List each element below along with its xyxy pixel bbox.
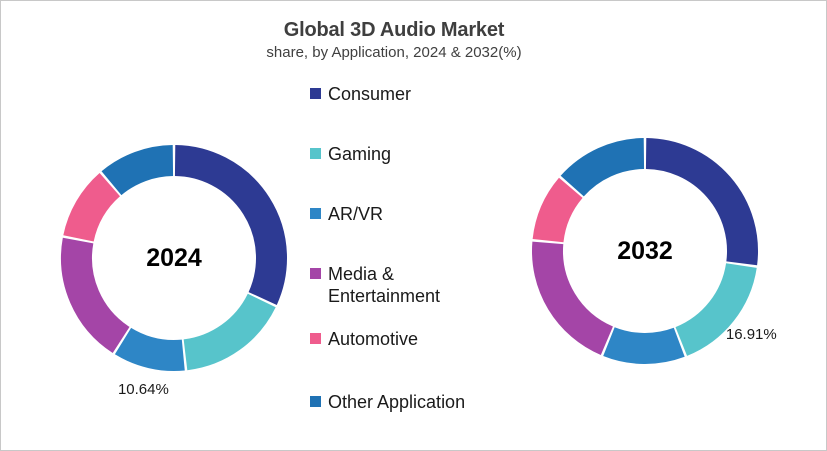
donut-segment-media-entertainment (532, 241, 614, 356)
donut-svg-2032: 16.91% (532, 138, 777, 364)
legend-item-gaming: Gaming (310, 143, 490, 165)
donut-svg-2024: 10.64% (61, 145, 287, 398)
donut-segment-media-entertainment (61, 237, 130, 353)
data-label-ar-vr: 10.64% (118, 381, 169, 398)
legend-item-consumer: Consumer (310, 83, 490, 105)
legend-swatch-other-application-icon (310, 396, 321, 407)
legend-swatch-ar-vr-icon (310, 208, 321, 219)
donut-segment-ar-vr (603, 326, 685, 364)
legend-item-ar-vr: AR/VR (310, 203, 490, 225)
legend-item-media-entertainment: Media & Entertainment (310, 263, 490, 307)
donut-segment-gaming (183, 293, 276, 371)
legend-swatch-gaming-icon (310, 148, 321, 159)
data-label-gaming: 16.91% (726, 326, 777, 343)
donut-chart-2032: 16.91% 2032 (505, 121, 785, 421)
donut-chart-2024: 10.64% 2024 (34, 128, 314, 428)
chart-legend: Consumer Gaming AR/VR Media & Entertainm… (310, 83, 490, 450)
donut-center-label-2032: 2032 (617, 237, 673, 265)
legend-label-automotive: Automotive (328, 329, 419, 349)
donut-segment-other-application (560, 138, 645, 197)
legend-swatch-consumer-icon (310, 88, 321, 99)
legend-label-consumer: Consumer (328, 84, 412, 104)
donut-segment-automotive (532, 177, 583, 243)
chart-title: Global 3D Audio Market (283, 19, 505, 41)
legend-item-automotive: Automotive (310, 328, 490, 350)
legend-label-media-entertainment: Media & Entertainment (328, 264, 441, 306)
donut-segment-ar-vr (114, 327, 185, 371)
donut-segment-consumer (645, 138, 758, 266)
chart-header: Global 3D Audio Market share, by Applica… (1, 17, 787, 63)
donut-segment-consumer (174, 145, 287, 305)
donut-segment-automotive (63, 172, 121, 243)
legend-label-ar-vr: AR/VR (328, 204, 384, 224)
legend-label-other-application: Other Application (328, 392, 466, 412)
legend-swatch-media-entertainment-icon (310, 268, 321, 279)
donut-segment-other-application (101, 145, 174, 196)
legend-label-gaming: Gaming (328, 144, 392, 164)
donut-segment-gaming (675, 262, 757, 356)
donut-center-label-2024: 2024 (146, 244, 202, 272)
legend-item-other-application: Other Application (310, 391, 490, 413)
chart-subtitle: share, by Application, 2024 & 2032(%) (266, 44, 522, 61)
legend-swatch-automotive-icon (310, 333, 321, 344)
